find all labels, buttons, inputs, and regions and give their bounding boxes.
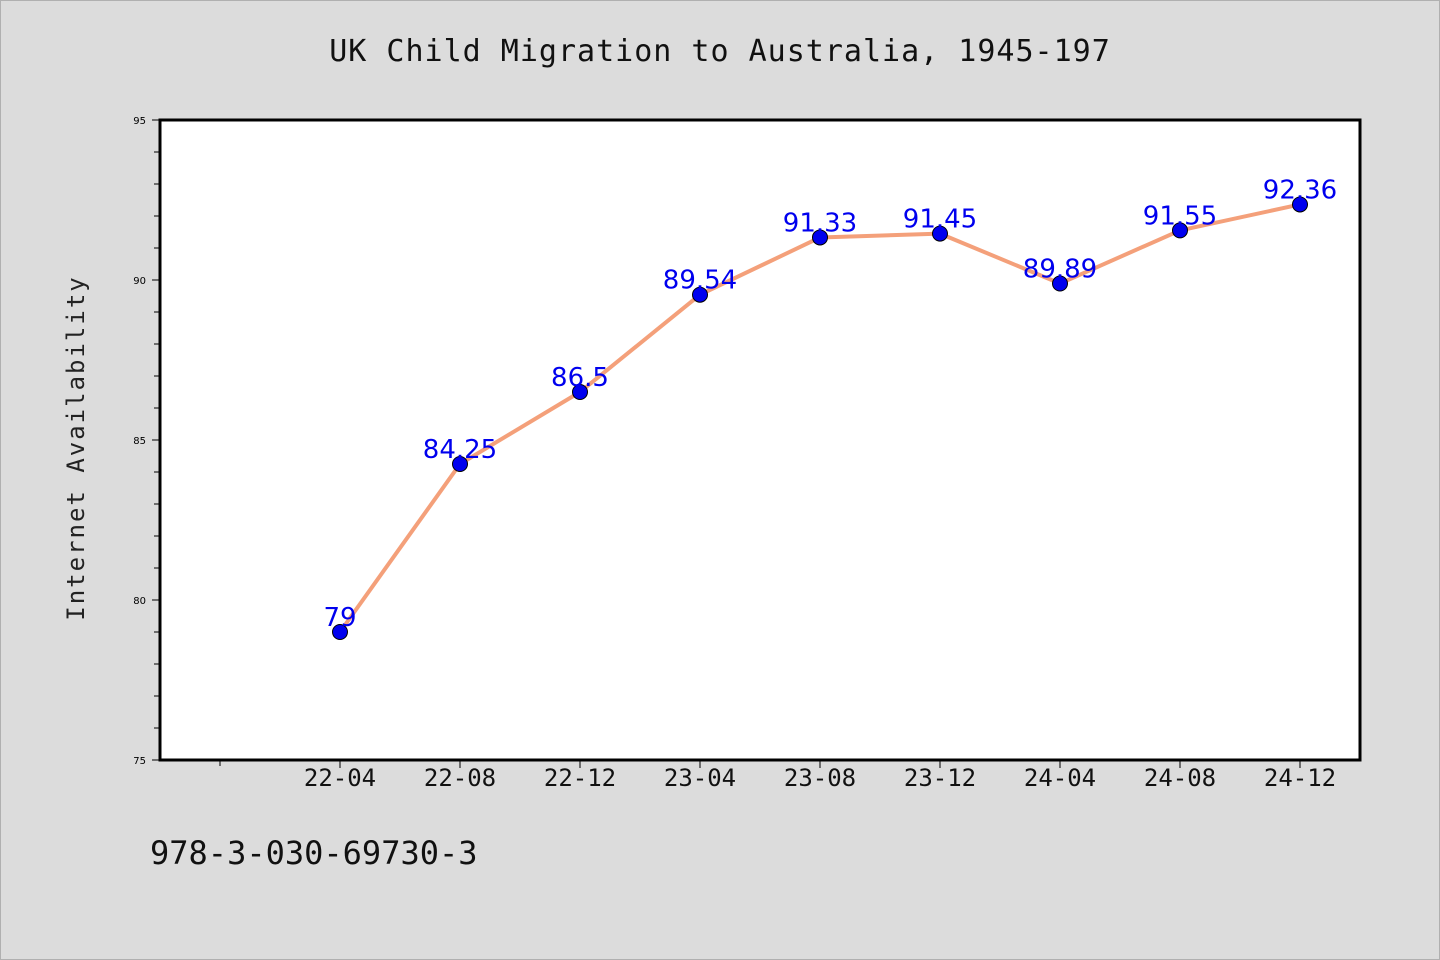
chart-title: UK Child Migration to Australia, 1945-19… <box>329 34 1111 69</box>
x-tick-label: 22-04 <box>304 764 376 792</box>
data-label: 89.89 <box>1023 255 1097 285</box>
x-tick-label: 23-08 <box>784 764 856 792</box>
data-point <box>692 286 708 303</box>
data-label: 84.25 <box>423 435 497 465</box>
data-point <box>452 456 468 472</box>
x-tick-label: 24-08 <box>1144 764 1216 792</box>
x-tick-label: 23-04 <box>664 764 736 792</box>
data-label: 91.33 <box>783 208 857 238</box>
x-tick-label: 22-12 <box>544 764 616 792</box>
y-tick-label: 90 <box>133 276 146 287</box>
series-markers <box>332 196 1308 640</box>
data-point <box>1292 196 1308 213</box>
data-label: 79 <box>323 603 356 633</box>
y-tick-label: 85 <box>133 436 146 447</box>
plot-area <box>158 118 1362 762</box>
y-tick-label: 95 <box>133 116 146 127</box>
x-axis: 22-04 22-08 22-12 23-04 23-08 23-12 24-04 24-08… <box>219 760 1336 792</box>
data-point <box>332 624 348 640</box>
data-label: 89.54 <box>663 266 737 296</box>
data-point <box>1052 275 1068 292</box>
series-labels: 79 84.25 86.5 89.54 91.33 91.45 89.89 91.55 92.3… <box>323 175 1337 633</box>
data-point <box>572 384 588 400</box>
footer-code: 978-3-030-69730-3 <box>150 834 478 872</box>
data-label: 91.55 <box>1143 201 1217 231</box>
data-point <box>932 225 948 242</box>
x-tick-label: 22-08 <box>424 764 496 792</box>
data-point <box>812 229 828 246</box>
y-tick-label: 80 <box>133 596 146 607</box>
y-axis: 75 80 85 90 95 <box>133 116 160 767</box>
data-label: 86.5 <box>551 363 609 393</box>
y-tick-label: 75 <box>133 756 146 767</box>
data-label: 92.36 <box>1263 175 1337 205</box>
data-label: 91.45 <box>903 205 977 235</box>
x-tick-label: 24-12 <box>1264 764 1336 792</box>
x-tick-label: 24-04 <box>1024 764 1096 792</box>
data-point <box>1172 222 1188 239</box>
x-tick-label: 23-12 <box>904 764 976 792</box>
